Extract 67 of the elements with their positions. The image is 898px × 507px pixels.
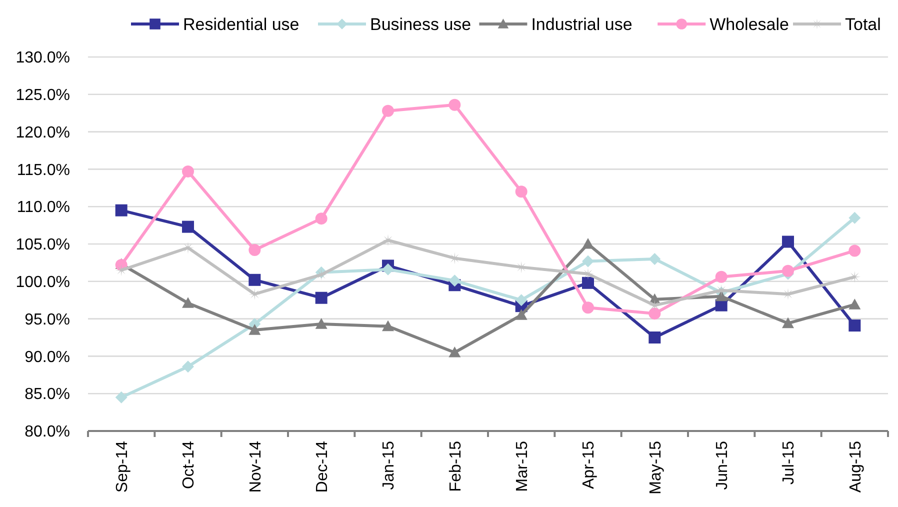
point: [315, 318, 328, 329]
point: [115, 391, 128, 404]
point: [648, 252, 661, 265]
legend-label: Residential use: [183, 14, 300, 34]
point: [315, 292, 328, 304]
point: [248, 244, 261, 256]
point: [782, 236, 794, 248]
x-tick-label: May-15: [647, 440, 664, 494]
point: [582, 238, 594, 249]
point: [182, 360, 194, 373]
point: [182, 297, 194, 308]
x-tick-label: Jul-15: [780, 440, 798, 485]
point: [315, 212, 328, 225]
x-tick-label: Jun-15: [714, 440, 731, 490]
point: [848, 298, 861, 310]
point: [448, 274, 461, 287]
y-tick-label: 85.0%: [24, 386, 70, 404]
point: [248, 274, 261, 286]
point: [248, 324, 261, 335]
y-tick-label: 90.0%: [24, 348, 70, 366]
legend-label: Total: [845, 14, 881, 34]
point: [848, 244, 861, 257]
y-tick-label: 105.0%: [16, 236, 70, 254]
point: [715, 270, 728, 283]
point: [448, 346, 461, 358]
point: [782, 317, 794, 328]
point: [648, 308, 661, 320]
point: [515, 294, 528, 306]
point: [182, 165, 194, 178]
x-tick-label: Mar-15: [514, 440, 531, 492]
y-tick-label: 110.0%: [16, 199, 70, 216]
x-tick-label: Oct-14: [180, 440, 198, 490]
y-tick-label: 80.0%: [24, 424, 70, 441]
point: [382, 263, 394, 276]
point: [382, 320, 394, 332]
point: [848, 320, 861, 332]
point: [515, 309, 528, 320]
point: [115, 264, 128, 276]
point: [448, 98, 461, 111]
y-tick-label: 120.0%: [16, 124, 70, 142]
point: [582, 302, 594, 314]
point: [648, 332, 661, 344]
x-tick-label: Aug-15: [847, 440, 864, 493]
legend-label: Industrial use: [531, 14, 632, 34]
point: [115, 204, 128, 216]
point: [582, 255, 594, 268]
y-tick-label: 100.0%: [16, 274, 70, 291]
point: [515, 186, 528, 198]
y-tick-label: 130.0%: [16, 50, 70, 67]
point: [848, 212, 861, 224]
x-tick-label: Apr-15: [580, 440, 598, 490]
legend-label: Business use: [370, 14, 472, 34]
point: [182, 220, 194, 233]
point: [782, 264, 794, 277]
point: [248, 288, 261, 300]
x-tick-label: Jan-15: [380, 440, 398, 490]
point: [848, 270, 861, 283]
y-tick-label: 125.0%: [16, 87, 70, 104]
legend-label: Wholesale: [710, 14, 789, 34]
x-tick-label: Feb-15: [447, 440, 464, 492]
point: [382, 104, 394, 117]
y-tick-label: 115.0%: [16, 162, 70, 179]
x-tick-label: Dec-14: [314, 440, 331, 493]
x-tick-label: Nov-14: [247, 440, 264, 493]
y-tick-label: 95.0%: [24, 311, 70, 328]
x-tick-label: Sep-14: [114, 440, 131, 493]
point: [582, 276, 594, 289]
